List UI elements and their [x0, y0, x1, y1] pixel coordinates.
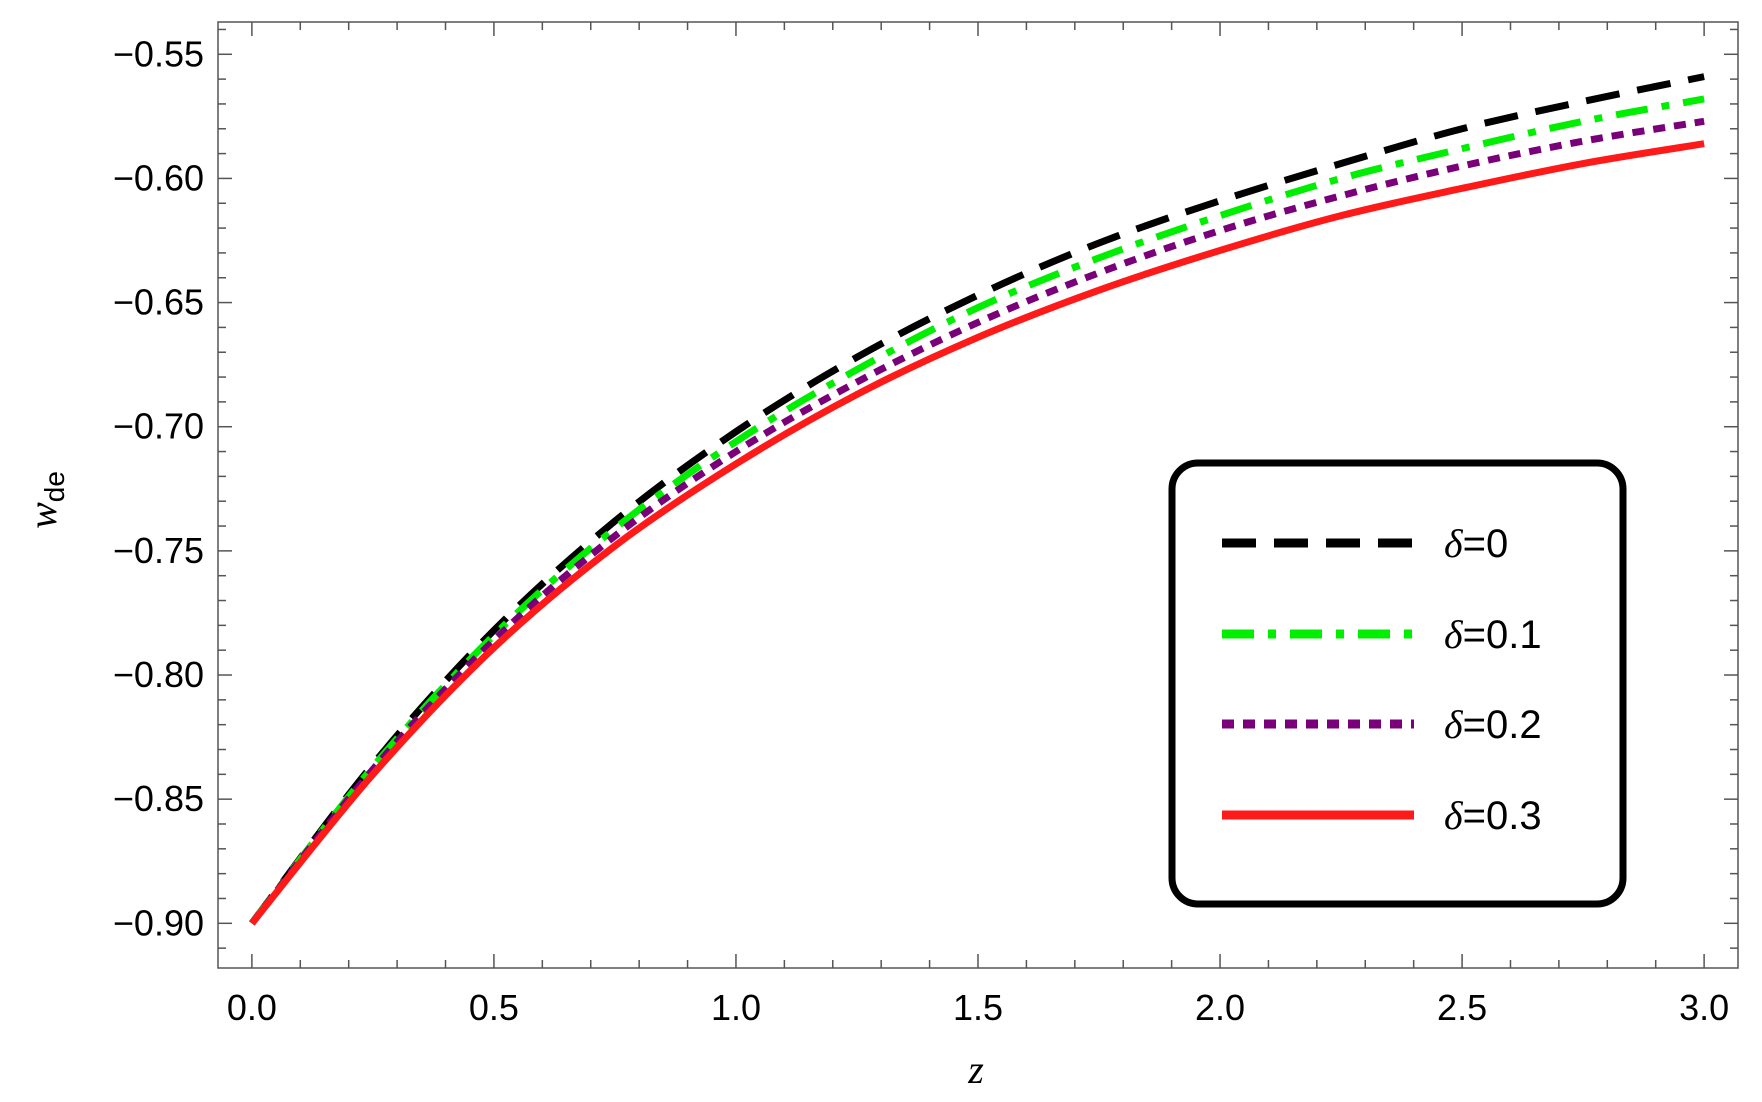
axis-ticks: 0.0 0.5 1.0 1.5 2.0 2.5 3.0 −0.55 −0.60 −0.65 −0.7… — [113, 22, 1738, 1028]
y-axis-label: wde — [20, 471, 70, 529]
x-tick-label: 0.5 — [469, 987, 519, 1028]
x-tick-label: 2.5 — [1437, 987, 1487, 1028]
legend-label: δ=0.2 — [1444, 702, 1542, 747]
x-tick-label: 1.0 — [711, 987, 761, 1028]
x-tick-label: 2.0 — [1195, 987, 1245, 1028]
axis-labels: z wde — [20, 471, 984, 1092]
series-layer — [249, 73, 1705, 926]
y-tick-label: −0.90 — [113, 902, 204, 943]
legend-label: δ=0.1 — [1444, 612, 1542, 657]
y-tick-label: −0.85 — [113, 778, 204, 819]
x-tick-label: 0.0 — [227, 987, 277, 1028]
series-line-2 — [249, 117, 1705, 926]
y-tick-label: −0.65 — [113, 282, 204, 323]
x-axis-label: z — [967, 1047, 984, 1092]
series-line-3 — [249, 140, 1705, 926]
x-tick-label: 3.0 — [1679, 987, 1729, 1028]
legend-label: δ=0.3 — [1444, 793, 1542, 838]
legend-box — [1168, 459, 1627, 908]
y-tick-label: −0.80 — [113, 654, 204, 695]
legend-label: δ=0 — [1444, 521, 1508, 566]
y-tick-label: −0.60 — [113, 157, 204, 198]
x-tick-label: 1.5 — [953, 987, 1003, 1028]
y-tick-label: −0.75 — [113, 530, 204, 571]
legend: δ=0 δ=0.1 δ=0.2 δ=0.3 — [1168, 459, 1627, 908]
y-tick-label: −0.55 — [113, 33, 204, 74]
y-tick-label: −0.70 — [113, 406, 204, 447]
